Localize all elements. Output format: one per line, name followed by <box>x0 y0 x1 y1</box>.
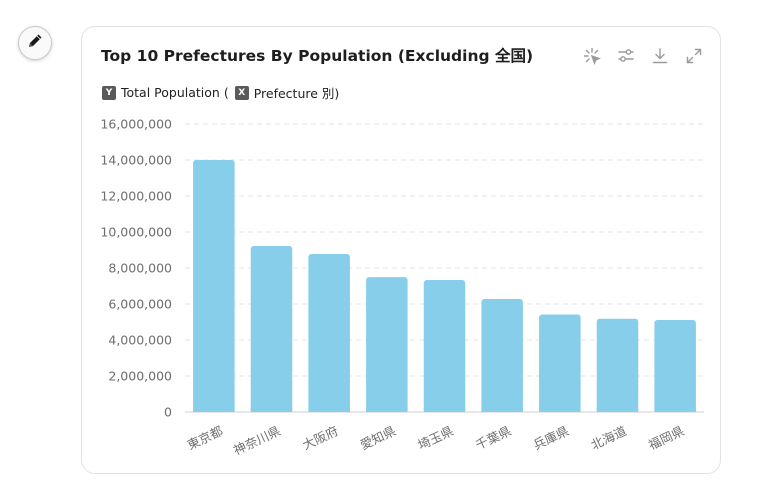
bar-base <box>596 408 639 412</box>
y-tick-label: 12,000,000 <box>100 189 172 204</box>
x-tick-label: 北海道 <box>588 423 629 453</box>
bar <box>539 314 581 412</box>
y-axis-badge: Y <box>102 85 116 100</box>
x-tick-label: 愛知県 <box>358 423 398 452</box>
chart-card: Top 10 Prefectures By Population (Exclud… <box>81 26 721 474</box>
x-tick-label: 埼玉県 <box>415 423 455 452</box>
y-axis-tag-label: Total Population ( <box>121 85 229 100</box>
axis-tags: Y Total Population ( X Prefecture 別) <box>102 83 345 102</box>
bar-base <box>654 408 696 412</box>
bar <box>250 246 293 412</box>
chart-title: Top 10 Prefectures By Population (Exclud… <box>101 47 534 65</box>
y-tick-label: 4,000,000 <box>108 333 172 348</box>
edit-button[interactable] <box>18 26 52 60</box>
chart-toolbar <box>581 45 704 66</box>
bar <box>308 253 350 412</box>
y-tick-label: 14,000,000 <box>100 153 172 168</box>
bar <box>366 277 408 412</box>
download-icon[interactable] <box>649 45 670 66</box>
x-axis-badge: X <box>234 85 249 100</box>
bar-base <box>250 408 293 412</box>
y-tick-label: 0 <box>164 405 172 420</box>
bar <box>423 280 466 412</box>
x-tick-label: 兵庫県 <box>531 423 571 452</box>
x-axis-tag-label: Prefecture 別) <box>253 86 340 101</box>
bar-base <box>423 408 466 412</box>
sliders-icon[interactable] <box>615 45 636 66</box>
x-tick-label: 東京都 <box>185 423 226 453</box>
x-tick-label: 神奈川県 <box>231 423 283 458</box>
y-tick-label: 6,000,000 <box>108 297 172 312</box>
bar <box>654 320 696 412</box>
expand-icon[interactable] <box>683 45 704 66</box>
x-tick-label: 福岡県 <box>646 423 686 452</box>
x-tick-label: 大阪府 <box>300 423 340 452</box>
bar-chart: 0 2,000,000 4,000,000 6,000,000 8,000,000 10,… <box>100 117 704 458</box>
y-tick-label: 16,000,000 <box>100 117 172 132</box>
bar-base <box>481 408 523 412</box>
sparkle-click-icon[interactable] <box>581 45 602 66</box>
bar-base <box>193 408 235 412</box>
y-tick-label: 2,000,000 <box>108 369 172 384</box>
bar <box>596 318 639 412</box>
bar-base <box>539 408 581 412</box>
bar <box>193 160 235 412</box>
y-tick-label: 10,000,000 <box>100 225 172 240</box>
bar <box>481 298 523 412</box>
y-tick-label: 8,000,000 <box>108 261 172 276</box>
bar-base <box>308 408 350 412</box>
pencil-icon <box>25 31 45 55</box>
x-tick-label: 千葉県 <box>473 423 513 452</box>
bar-base <box>366 408 408 412</box>
